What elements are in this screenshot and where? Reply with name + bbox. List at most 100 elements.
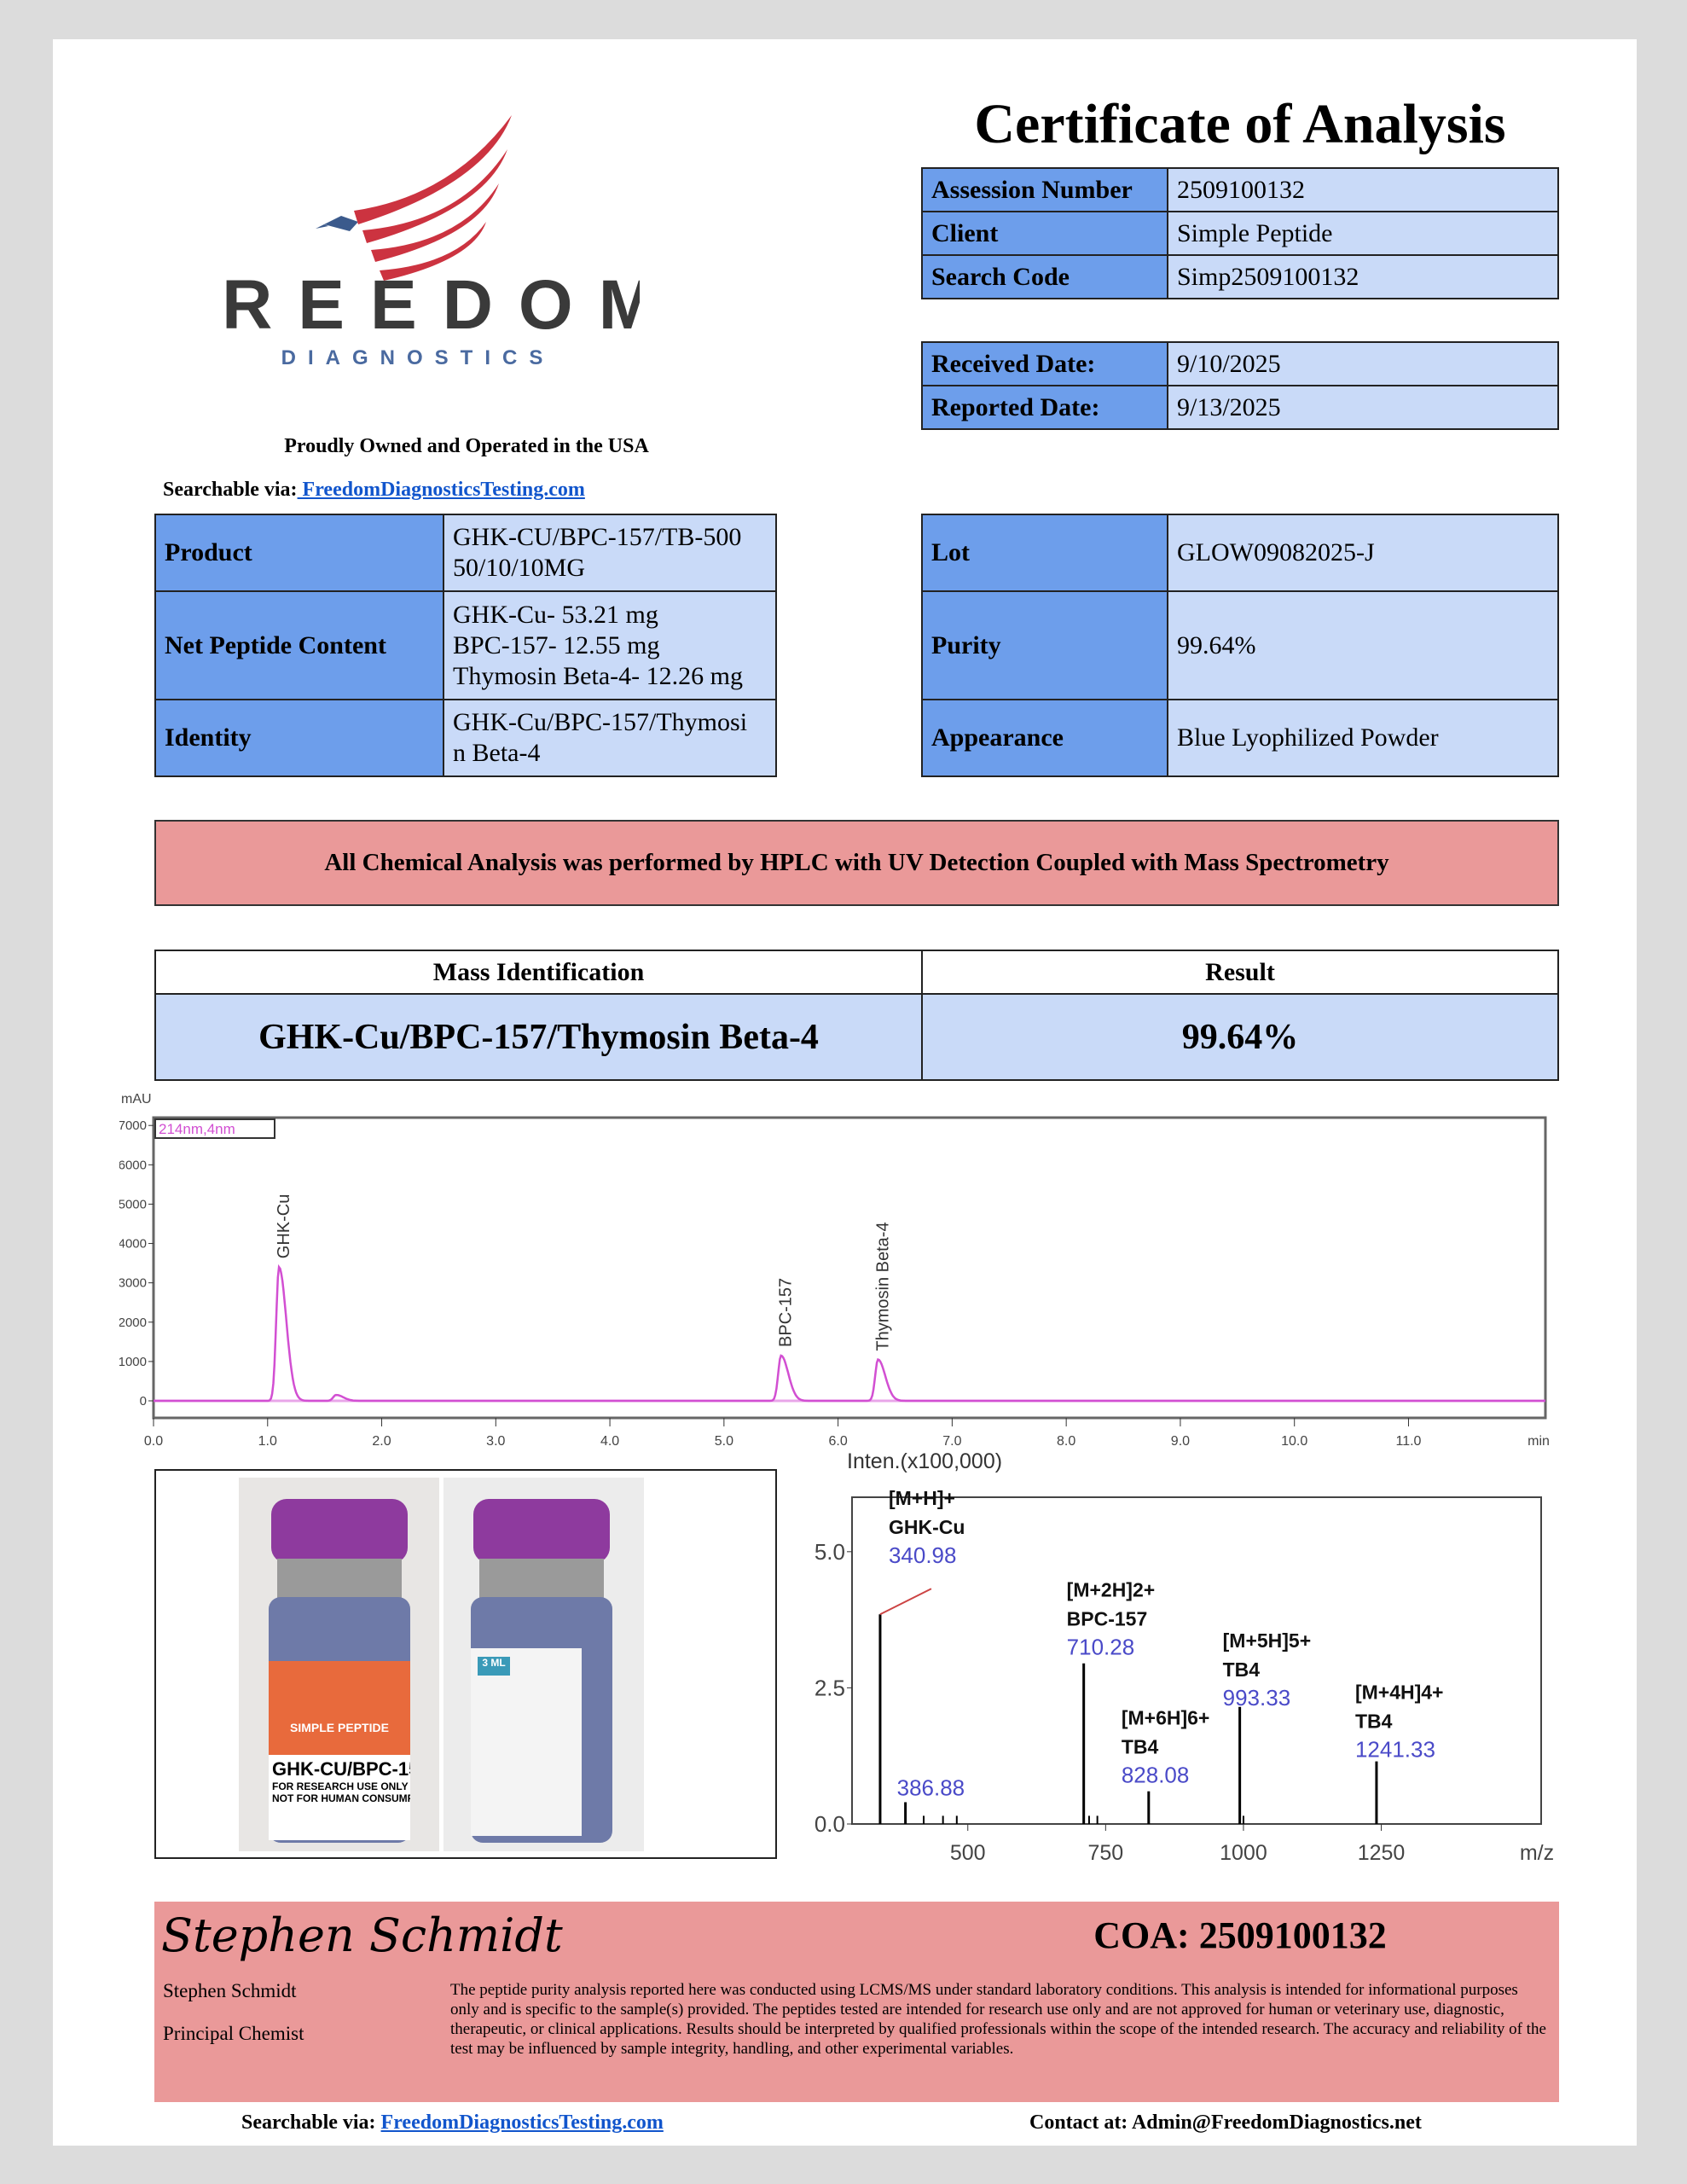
peak-label: Thymosin Beta-4	[873, 1222, 892, 1350]
header-mass-identification: Mass Identification	[154, 950, 923, 995]
vial-neck	[479, 1559, 604, 1601]
footer-panel: Stephen Schmidt COA: 2509100132 Stephen …	[154, 1902, 1559, 2102]
chemist-name: Stephen Schmidt	[163, 1980, 297, 2001]
x-axis-label: m/z	[1520, 1841, 1554, 1865]
x-tick-label: 1.0	[258, 1434, 277, 1446]
peak-label: BPC-157	[777, 1278, 796, 1347]
mz-label: 993.33	[1223, 1685, 1291, 1711]
row-value: 9/13/2025	[1167, 385, 1559, 430]
value-line: 50/10/10MG	[453, 554, 586, 582]
row-label: Search Code	[921, 254, 1168, 299]
leader-line	[879, 1588, 932, 1616]
x-tick-label: 5.0	[715, 1434, 733, 1446]
eagle-flag-icon	[316, 115, 512, 281]
row-value: GLOW09082025-J	[1167, 514, 1559, 592]
vial-photo-front: SIMPLE PEPTIDE GHK-CU/BPC-15 FOR RESEARCH…	[239, 1478, 439, 1851]
ion-label: [M+4H]4+	[1355, 1682, 1444, 1704]
product-table: Product GHK-CU/BPC-157/TB-500 50/10/10MG Ne…	[154, 514, 777, 777]
contact-email: Contact at: Admin@FreedomDiagnostics.net	[1029, 2111, 1422, 2134]
y-tick-label: 6000	[119, 1158, 147, 1172]
logo-sub: DIAGNOSTICS	[281, 346, 555, 369]
website-link[interactable]: FreedomDiagnosticsTesting.com	[297, 479, 585, 501]
x-tick-label: 11.0	[1395, 1434, 1421, 1446]
header-result: Result	[921, 950, 1559, 995]
plot-frame	[851, 1496, 1542, 1825]
row-value: 9/10/2025	[1167, 341, 1559, 386]
row-value: 99.64%	[1167, 590, 1559, 700]
row-label: Identity	[154, 699, 444, 777]
x-tick-label: 2.0	[372, 1434, 391, 1446]
vial-neck	[277, 1559, 402, 1601]
signature: Stephen Schmidt	[161, 1908, 563, 1962]
vial-warning: FOR RESEARCH USE ONLY	[272, 1780, 409, 1792]
x-tick-label: 0.0	[144, 1434, 163, 1446]
value-line: Thymosin Beta-4- 12.26 mg	[453, 661, 743, 690]
table-row: Net Peptide Content GHK-Cu- 53.21 mg BPC-1…	[154, 590, 777, 700]
row-label: Net Peptide Content	[154, 590, 444, 700]
value-line: GHK-CU/BPC-157/TB-500	[453, 523, 742, 551]
row-value: Blue Lyophilized Powder	[1167, 699, 1559, 777]
row-value: Simp2509100132	[1167, 254, 1559, 299]
y-axis-label: Inten.(x100,000)	[847, 1449, 1002, 1473]
x-tick-label: 7.0	[942, 1434, 961, 1446]
mass-identification-value: GHK-Cu/BPC-157/Thymosin Beta-4	[154, 993, 923, 1081]
row-label: Purity	[921, 590, 1168, 700]
x-tick-label: 3.0	[486, 1434, 505, 1446]
row-value: GHK-CU/BPC-157/TB-500 50/10/10MG	[443, 514, 777, 592]
table-row: Purity 99.64%	[921, 590, 1559, 700]
ion-label: [M+H]+	[889, 1487, 955, 1509]
compound-label: TB4	[1122, 1736, 1159, 1758]
plot-frame	[152, 1116, 1547, 1420]
coa-number: COA: 2509100132	[1093, 1914, 1387, 1956]
y-tick-label: 5.0	[815, 1539, 845, 1565]
x-tick-label: 8.0	[1057, 1434, 1075, 1446]
vial-cap-icon	[271, 1499, 408, 1563]
product-photo-box: SIMPLE PEPTIDE GHK-CU/BPC-15 FOR RESEARCH…	[154, 1469, 777, 1859]
y-tick-label: 2.5	[815, 1675, 845, 1700]
table-row: Identity GHK-Cu/BPC-157/Thymosi n Beta-4	[154, 699, 777, 777]
row-label: Reported Date:	[921, 385, 1168, 430]
disclaimer: The peptide purity analysis reported her…	[450, 1981, 1546, 2058]
vial-cap-icon	[473, 1499, 610, 1563]
y-tick-label: 3000	[119, 1276, 147, 1291]
row-label: Received Date:	[921, 341, 1168, 386]
x-tick-label: 4.0	[600, 1434, 619, 1446]
row-value: Simple Peptide	[1167, 211, 1559, 256]
freedom-diagnostics-logo: FREEDOM DIAGNOSTICS	[196, 115, 640, 369]
x-tick-label: 1000	[1220, 1841, 1267, 1865]
vial-photo-side: 3 ML	[443, 1478, 644, 1851]
bottom-searchable-label: Searchable via:	[241, 2111, 376, 2134]
row-label: Assession Number	[921, 167, 1168, 212]
mz-label: 1241.33	[1355, 1737, 1435, 1763]
mass-identification-table: Mass Identification Result GHK-Cu/BPC-157…	[154, 950, 1559, 1081]
bottom-searchable: Searchable via: FreedomDiagnosticsTestin…	[241, 2111, 664, 2135]
method-banner: All Chemical Analysis was performed by H…	[154, 820, 1559, 906]
y-tick-label: 0	[140, 1394, 147, 1409]
table-row: Appearance Blue Lyophilized Powder	[921, 699, 1559, 777]
x-tick-label: 1250	[1358, 1841, 1406, 1865]
page-title: Certificate of Analysis	[974, 93, 1506, 155]
x-axis-label: min	[1528, 1434, 1550, 1446]
hplc-chromatogram: mAU 0 1000 2000 3000 4000 5000 6000 7000 0.0 1.0 2.…	[119, 1092, 1550, 1446]
legend-box	[154, 1118, 275, 1139]
vial-warning: NOT FOR HUMAN CONSUMPTION	[272, 1792, 410, 1804]
y-axis-label: mAU	[121, 1092, 152, 1107]
row-label: Appearance	[921, 699, 1168, 777]
bottom-website-link[interactable]: FreedomDiagnosticsTesting.com	[380, 2111, 664, 2134]
peak-label: GHK-Cu	[275, 1194, 293, 1259]
ion-label: [M+2H]2+	[1067, 1579, 1156, 1601]
lot-table: Lot GLOW09082025-J Purity 99.64% Appearance B…	[921, 514, 1559, 777]
mz-label: 710.28	[1067, 1635, 1135, 1660]
row-label: Client	[921, 211, 1168, 256]
compound-label: TB4	[1355, 1711, 1393, 1733]
date-table: Received Date: 9/10/2025 Reported Date: 9/1…	[921, 341, 1559, 430]
tagline: Proudly Owned and Operated in the USA	[284, 435, 649, 457]
ion-label: [M+6H]6+	[1122, 1707, 1210, 1729]
searchable-via: Searchable via: FreedomDiagnosticsTestin…	[163, 479, 585, 502]
row-value: 2509100132	[1167, 167, 1559, 212]
table-row: Received Date: 9/10/2025	[921, 341, 1559, 386]
mz-label: 340.98	[889, 1542, 957, 1568]
x-tick-label: 6.0	[828, 1434, 847, 1446]
vial-product-name: GHK-CU/BPC-15	[272, 1758, 410, 1780]
chemist-role: Principal Chemist	[163, 2023, 304, 2044]
